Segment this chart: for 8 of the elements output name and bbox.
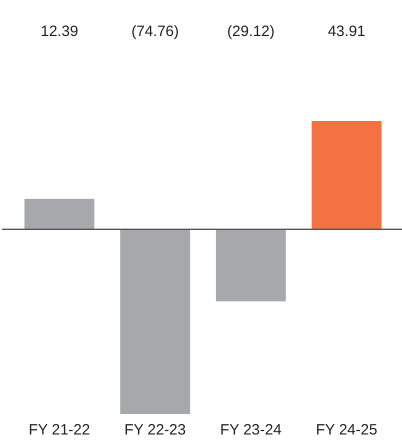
data-label: 12.39 [40,23,78,40]
x-tick-label: FY 21-22 [28,422,90,438]
x-tick-label: FY 24-25 [316,422,378,438]
x-tick-label: FY 22-23 [124,422,186,438]
x-tick-label: FY 23-24 [220,422,282,438]
data-label: (29.12) [227,23,275,40]
data-label: 43.91 [328,23,366,40]
data-label: (74.76) [131,23,179,40]
